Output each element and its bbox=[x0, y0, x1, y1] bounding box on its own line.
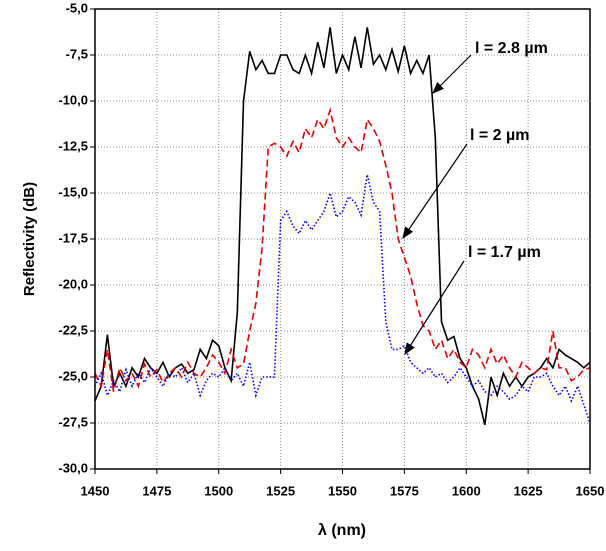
series-line bbox=[94, 27, 591, 426]
arrow bbox=[402, 143, 468, 239]
x-tick-label: 1500 bbox=[204, 483, 233, 498]
y-tick-label: -22,5 bbox=[58, 322, 88, 337]
annotation: l = 2 µm bbox=[470, 127, 529, 144]
x-tick-label: 1625 bbox=[514, 483, 543, 498]
y-tick-label: -5,0 bbox=[66, 0, 88, 15]
series-line bbox=[94, 174, 591, 424]
annotation: l = 1.7 µm bbox=[468, 244, 541, 261]
grid bbox=[94, 8, 591, 470]
y-tick-label: -12,5 bbox=[58, 138, 88, 153]
x-tick-label: 1525 bbox=[266, 483, 295, 498]
x-tick-label: 1550 bbox=[328, 483, 357, 498]
x-tick-label: 1575 bbox=[390, 483, 419, 498]
annotation: l = 2.8 µm bbox=[475, 40, 548, 57]
y-axis-label: Reflectivity (dB) bbox=[21, 182, 38, 296]
lines bbox=[94, 27, 591, 426]
x-tick-label: 1450 bbox=[81, 483, 110, 498]
x-tick-label: 1650 bbox=[576, 483, 605, 498]
series-line bbox=[94, 107, 591, 392]
arrow bbox=[432, 54, 472, 94]
y-tick-label: -25,0 bbox=[58, 368, 88, 383]
x-axis-label: λ (nm) bbox=[318, 522, 366, 539]
x-tick-label: 1600 bbox=[452, 483, 481, 498]
y-tick-label: -30,0 bbox=[58, 460, 88, 475]
y-tick-label: -20,0 bbox=[58, 276, 88, 291]
y-tick-label: -10,0 bbox=[58, 92, 88, 107]
y-tick-label: -17,5 bbox=[58, 230, 88, 245]
y-tick-label: -7,5 bbox=[66, 46, 88, 61]
x-tick-label: 1475 bbox=[142, 483, 171, 498]
y-tick-label: -27,5 bbox=[58, 414, 88, 429]
y-tick-label: -15,0 bbox=[58, 184, 88, 199]
arrow bbox=[404, 260, 465, 356]
